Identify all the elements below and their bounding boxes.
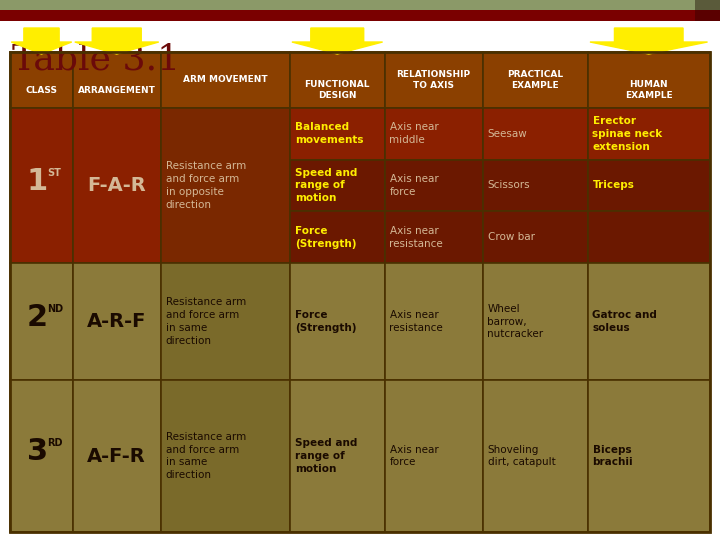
Text: ST: ST: [48, 167, 61, 178]
Bar: [482, 263, 588, 380]
Text: Gatroc and
soleus: Gatroc and soleus: [593, 310, 657, 333]
Bar: [0, 10, 720, 21]
Bar: [161, 263, 290, 380]
Bar: [384, 263, 482, 380]
Bar: [384, 52, 482, 108]
Bar: [290, 160, 384, 211]
Text: Crow bar: Crow bar: [487, 232, 534, 242]
Text: Axis near
resistance: Axis near resistance: [390, 310, 444, 333]
Text: PRACTICAL
EXAMPLE: PRACTICAL EXAMPLE: [507, 70, 563, 90]
Text: Seesaw: Seesaw: [487, 129, 527, 139]
Bar: [10, 52, 73, 108]
Bar: [482, 108, 588, 160]
Bar: [588, 52, 710, 108]
Text: Triceps: Triceps: [593, 180, 634, 191]
Bar: [73, 263, 161, 380]
Polygon shape: [75, 28, 158, 54]
Text: Resistance arm
and force arm
in same
direction: Resistance arm and force arm in same dir…: [166, 298, 246, 346]
Polygon shape: [292, 28, 382, 54]
Bar: [10, 52, 710, 532]
Text: Balanced
movements: Balanced movements: [295, 123, 364, 145]
Text: Wheel
barrow,
nutcracker: Wheel barrow, nutcracker: [487, 303, 544, 339]
Text: Speed and
range of
motion: Speed and range of motion: [295, 438, 357, 474]
Polygon shape: [12, 28, 72, 54]
Bar: [588, 263, 710, 380]
Bar: [588, 211, 710, 263]
Bar: [482, 52, 588, 108]
Bar: [482, 160, 588, 211]
Text: Resistance arm
and force arm
in opposite
direction: Resistance arm and force arm in opposite…: [166, 161, 246, 210]
Bar: [384, 380, 482, 532]
Bar: [384, 108, 482, 160]
Bar: [161, 52, 290, 108]
Bar: [0, 0, 720, 10]
Text: 3: 3: [27, 437, 48, 467]
Bar: [290, 211, 384, 263]
Text: Axis near
middle: Axis near middle: [390, 123, 438, 145]
Text: 2: 2: [27, 303, 48, 332]
Bar: [161, 380, 290, 532]
Bar: [290, 380, 384, 532]
Bar: [384, 160, 482, 211]
Text: Scissors: Scissors: [487, 180, 530, 191]
Bar: [73, 380, 161, 532]
Bar: [695, 10, 720, 21]
Text: Speed and
range of
motion: Speed and range of motion: [295, 168, 357, 203]
Bar: [161, 108, 290, 263]
Bar: [290, 263, 384, 380]
Text: Force
(Strength): Force (Strength): [295, 310, 356, 333]
Text: CLASS: CLASS: [25, 85, 58, 94]
Text: Biceps
brachii: Biceps brachii: [593, 444, 633, 468]
Text: ARM MOVEMENT: ARM MOVEMENT: [183, 76, 268, 84]
Text: FUNCTIONAL
DESIGN: FUNCTIONAL DESIGN: [305, 80, 370, 100]
Bar: [588, 380, 710, 532]
Text: 1: 1: [27, 167, 48, 196]
Text: Resistance arm
and force arm
in same
direction: Resistance arm and force arm in same dir…: [166, 432, 246, 480]
Text: Table 3.1: Table 3.1: [12, 42, 180, 76]
Text: Force
(Strength): Force (Strength): [295, 226, 356, 248]
Bar: [10, 263, 73, 380]
Bar: [384, 211, 482, 263]
Text: ARRANGEMENT: ARRANGEMENT: [78, 85, 156, 94]
Text: RD: RD: [48, 438, 63, 448]
Text: HUMAN
EXAMPLE: HUMAN EXAMPLE: [625, 80, 672, 100]
Bar: [10, 108, 73, 263]
Bar: [290, 108, 384, 160]
Text: Axis near
force: Axis near force: [390, 444, 438, 468]
Text: F-A-R: F-A-R: [87, 176, 146, 195]
Bar: [73, 52, 161, 108]
Bar: [588, 160, 710, 211]
Text: ND: ND: [48, 303, 63, 314]
Text: A-R-F: A-R-F: [87, 312, 146, 331]
Bar: [73, 108, 161, 263]
Polygon shape: [590, 28, 708, 54]
Bar: [482, 211, 588, 263]
Bar: [695, 0, 720, 10]
Bar: [290, 52, 384, 108]
Text: RELATIONSHIP
TO AXIS: RELATIONSHIP TO AXIS: [397, 70, 471, 90]
Text: Erector
spinae neck
extension: Erector spinae neck extension: [593, 116, 662, 152]
Bar: [482, 380, 588, 532]
Bar: [10, 380, 73, 532]
Text: Axis near
resistance: Axis near resistance: [390, 226, 444, 248]
Text: Shoveling
dirt, catapult: Shoveling dirt, catapult: [487, 444, 555, 468]
Text: A-F-R: A-F-R: [87, 447, 146, 465]
Bar: [588, 108, 710, 160]
Text: Axis near
force: Axis near force: [390, 174, 438, 197]
